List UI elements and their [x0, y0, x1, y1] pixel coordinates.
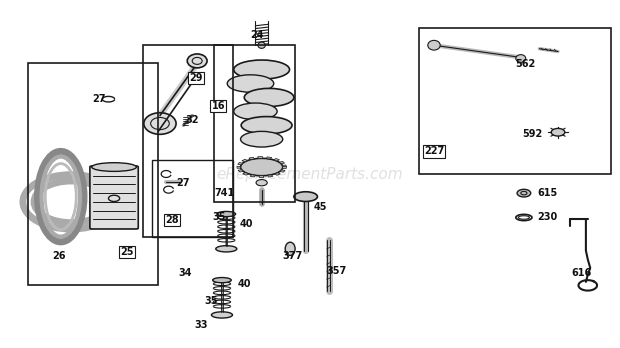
Text: 27: 27: [176, 178, 190, 188]
Ellipse shape: [213, 278, 231, 283]
Bar: [28, 63, 158, 285]
Ellipse shape: [216, 246, 237, 252]
Text: 26: 26: [52, 251, 66, 261]
Polygon shape: [238, 170, 243, 172]
Ellipse shape: [551, 128, 565, 136]
Ellipse shape: [294, 192, 317, 201]
Polygon shape: [249, 157, 254, 160]
Polygon shape: [237, 163, 242, 165]
Ellipse shape: [285, 242, 295, 255]
Ellipse shape: [428, 40, 440, 50]
Polygon shape: [280, 161, 285, 164]
Ellipse shape: [241, 158, 283, 176]
Ellipse shape: [256, 180, 267, 186]
Text: 40: 40: [237, 279, 251, 288]
Polygon shape: [267, 157, 272, 159]
Polygon shape: [274, 158, 280, 161]
Polygon shape: [237, 166, 241, 168]
Text: 33: 33: [195, 321, 208, 330]
Ellipse shape: [244, 88, 294, 106]
Bar: [214, 45, 294, 202]
Polygon shape: [242, 159, 247, 162]
Text: 25: 25: [120, 247, 134, 257]
Polygon shape: [275, 173, 280, 175]
Text: 16: 16: [211, 101, 225, 111]
Ellipse shape: [227, 75, 274, 92]
Polygon shape: [283, 166, 286, 168]
Ellipse shape: [516, 55, 526, 62]
Ellipse shape: [241, 117, 292, 134]
Bar: [418, 28, 611, 174]
Text: 24: 24: [250, 30, 264, 40]
Polygon shape: [258, 157, 262, 158]
Text: 230: 230: [538, 213, 557, 222]
Text: 562: 562: [516, 60, 536, 69]
Ellipse shape: [517, 189, 531, 197]
Text: 357: 357: [327, 267, 347, 276]
Text: eReplacementParts.com: eReplacementParts.com: [216, 166, 404, 182]
Bar: [143, 45, 232, 237]
Text: 377: 377: [283, 251, 303, 261]
Text: 27: 27: [92, 94, 106, 104]
Ellipse shape: [217, 211, 236, 216]
Ellipse shape: [211, 312, 232, 318]
Text: 29: 29: [189, 73, 203, 83]
Polygon shape: [259, 176, 264, 177]
Text: 615: 615: [538, 188, 557, 198]
Text: 741: 741: [215, 188, 234, 198]
Text: 35: 35: [204, 296, 218, 306]
Bar: [152, 160, 232, 237]
Ellipse shape: [187, 54, 207, 68]
Ellipse shape: [234, 60, 290, 79]
Text: 45: 45: [313, 202, 327, 212]
Text: 28: 28: [166, 215, 179, 225]
Text: 616: 616: [572, 268, 591, 278]
Ellipse shape: [241, 132, 283, 147]
Text: 592: 592: [522, 129, 542, 139]
Polygon shape: [280, 170, 285, 172]
Ellipse shape: [234, 103, 277, 120]
Ellipse shape: [92, 163, 136, 171]
Polygon shape: [242, 173, 249, 175]
Polygon shape: [250, 175, 255, 177]
Text: 35: 35: [212, 213, 226, 222]
Text: 34: 34: [178, 268, 192, 278]
Ellipse shape: [144, 113, 176, 134]
Polygon shape: [267, 175, 273, 177]
Polygon shape: [282, 165, 286, 167]
Text: 40: 40: [239, 220, 253, 229]
FancyBboxPatch shape: [90, 166, 138, 229]
Text: 227: 227: [424, 147, 444, 156]
Text: 32: 32: [185, 115, 199, 125]
Ellipse shape: [258, 42, 265, 48]
